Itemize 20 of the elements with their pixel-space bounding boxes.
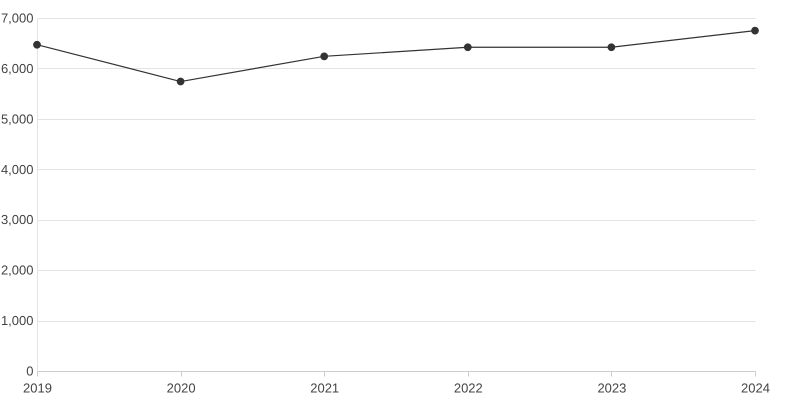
x-tick-label: 2021 bbox=[310, 380, 340, 396]
point bbox=[176, 78, 184, 86]
point bbox=[320, 52, 328, 60]
y-tick-label: 4,000 bbox=[0, 162, 34, 177]
x-tick-label: 2024 bbox=[741, 380, 770, 396]
point bbox=[464, 43, 472, 52]
y-tick-label: 5,000 bbox=[0, 111, 34, 126]
x-tick-label: 2023 bbox=[597, 380, 626, 396]
x-tick-label: 2020 bbox=[166, 380, 196, 396]
y-tick-label: 6,000 bbox=[0, 60, 34, 76]
x-tick-label: 2019 bbox=[23, 380, 52, 396]
point bbox=[751, 26, 759, 34]
point bbox=[33, 40, 41, 49]
point bbox=[608, 43, 616, 52]
y-tick-label: 2,000 bbox=[0, 262, 34, 278]
x-tick-label: 2022 bbox=[454, 380, 483, 396]
y-tick-label: 1,000 bbox=[0, 313, 34, 328]
y-tick-label: 7,000 bbox=[0, 10, 34, 26]
y-tick-label: 3,000 bbox=[0, 212, 34, 228]
y-tick-label: 0 bbox=[26, 364, 34, 378]
